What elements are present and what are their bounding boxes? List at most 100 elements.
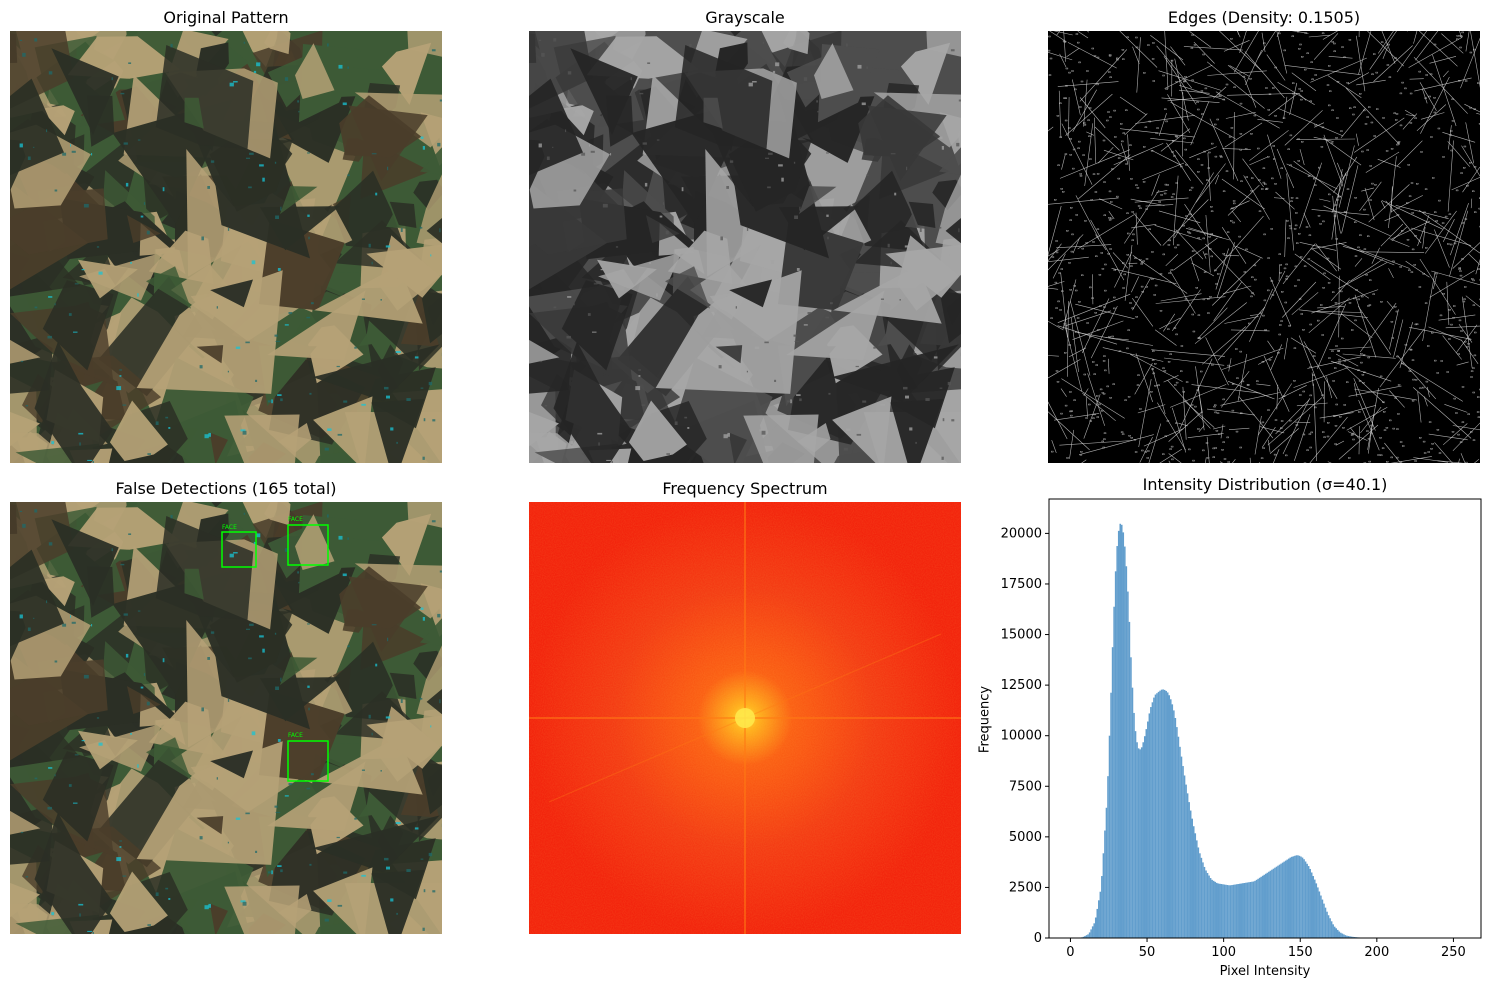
histogram-bar (1151, 702, 1154, 938)
histogram-bar (1326, 911, 1328, 938)
histogram-bar (1228, 885, 1230, 938)
histogram-bar (1159, 690, 1161, 938)
histogram-bar (1317, 887, 1319, 938)
histogram-bar (1098, 900, 1100, 938)
histogram-bar (1343, 934, 1345, 938)
histogram-bar (1263, 874, 1265, 938)
histogram-bar (1093, 923, 1095, 938)
histogram-bar (1341, 933, 1344, 938)
histogram-bar (1133, 712, 1135, 938)
histogram-bar (1353, 937, 1356, 938)
histogram-bar (1335, 928, 1337, 938)
histogram-bar (1340, 932, 1342, 938)
histogram-bar (1110, 692, 1112, 938)
histogram-bar (1219, 883, 1221, 938)
histogram-bar (1280, 863, 1282, 938)
x-tick-label: 150 (1288, 945, 1313, 960)
histogram-bar (1173, 710, 1175, 938)
histogram-bar (1160, 689, 1163, 938)
histogram-bar (1179, 746, 1181, 938)
histogram-bar (1303, 859, 1305, 938)
histogram-bar (1291, 856, 1293, 938)
histogram-bar (1222, 884, 1224, 938)
histogram-bar (1099, 891, 1102, 938)
detection-box-label: FACE (222, 524, 237, 531)
histogram-bar (1119, 523, 1121, 938)
histogram-bar (1231, 885, 1233, 938)
histogram-bar (1114, 571, 1117, 938)
histogram-bar (1323, 903, 1325, 938)
histogram-bar (1248, 882, 1250, 938)
histogram-bar (1243, 883, 1246, 938)
y-tick-label: 10000 (1001, 729, 1042, 744)
histogram-bar (1084, 935, 1086, 938)
histogram-title: Intensity Distribution (σ=40.1) (1142, 475, 1388, 494)
histogram-bar (1274, 867, 1276, 938)
y-tick-label: 5000 (1009, 830, 1042, 845)
histogram-bar (1163, 689, 1166, 938)
histogram-bar (1212, 880, 1215, 938)
histogram-bar (1174, 717, 1177, 938)
histogram-bar (1111, 647, 1114, 938)
histogram-bar (1278, 864, 1281, 938)
histogram-bar (1117, 530, 1120, 938)
histogram-bar (1165, 690, 1167, 938)
histogram-bar (1223, 884, 1226, 938)
frequency-spectrum-image (529, 502, 961, 934)
histogram-bar (1171, 704, 1174, 938)
histogram-bar (1344, 935, 1347, 938)
histogram-bar (1197, 847, 1200, 938)
histogram-bar (1125, 566, 1128, 938)
y-tick-label: 7500 (1009, 779, 1042, 794)
histogram-bar (1349, 936, 1351, 938)
grayscale-image (529, 31, 961, 463)
histogram-bar (1257, 878, 1259, 938)
histogram-frame (1048, 498, 1482, 939)
detections-pattern (10, 502, 442, 934)
histogram-bar (1234, 884, 1236, 938)
histogram-bar (1289, 857, 1292, 938)
histogram-bar (1294, 855, 1296, 938)
histogram-bar (1193, 826, 1195, 938)
histogram-bar (1284, 860, 1287, 938)
edge-map (1048, 31, 1480, 463)
original-pattern-title: Original Pattern (163, 8, 289, 27)
histogram-bar (1211, 879, 1213, 938)
histogram-bar (1240, 883, 1243, 938)
histogram-bar (1332, 924, 1334, 938)
y-tick-label: 15000 (1001, 628, 1042, 643)
edges-title: Edges (Density: 0.1505) (1167, 8, 1361, 27)
histogram-bar (1355, 937, 1357, 938)
histogram-bar (1166, 692, 1169, 938)
histogram-bar (1329, 918, 1331, 938)
camo-pattern (10, 31, 442, 463)
histogram-bar (1350, 936, 1353, 938)
histogram-bar (1134, 731, 1137, 938)
histogram-bar (1220, 884, 1223, 938)
histogram-bar (1162, 689, 1164, 938)
y-tick-label: 17500 (1001, 577, 1042, 592)
y-tick-label: 2500 (1009, 880, 1042, 895)
histogram-bar (1121, 524, 1123, 938)
histogram-bar (1337, 929, 1339, 938)
edges-image (1048, 31, 1480, 463)
histogram-bar (1131, 687, 1134, 938)
histogram-bar (1177, 736, 1180, 938)
histogram-bar (1130, 657, 1132, 938)
histogram-bar (1088, 932, 1091, 938)
histogram-bar (1145, 729, 1148, 938)
histogram-bar (1128, 621, 1131, 938)
histogram-bar (1090, 929, 1092, 938)
histogram-bar (1318, 891, 1321, 938)
histogram-bar (1287, 858, 1290, 938)
histogram-bar (1157, 691, 1160, 938)
histogram-bar (1176, 727, 1178, 938)
histogram-bar (1327, 915, 1330, 938)
histogram-bar (1312, 876, 1315, 938)
histogram-bar (1136, 742, 1138, 938)
histogram-bar (1148, 713, 1151, 938)
histogram-bar (1315, 883, 1318, 938)
histogram-bar (1143, 736, 1146, 938)
histogram-bar (1107, 776, 1109, 938)
histogram-bars (1076, 523, 1431, 938)
